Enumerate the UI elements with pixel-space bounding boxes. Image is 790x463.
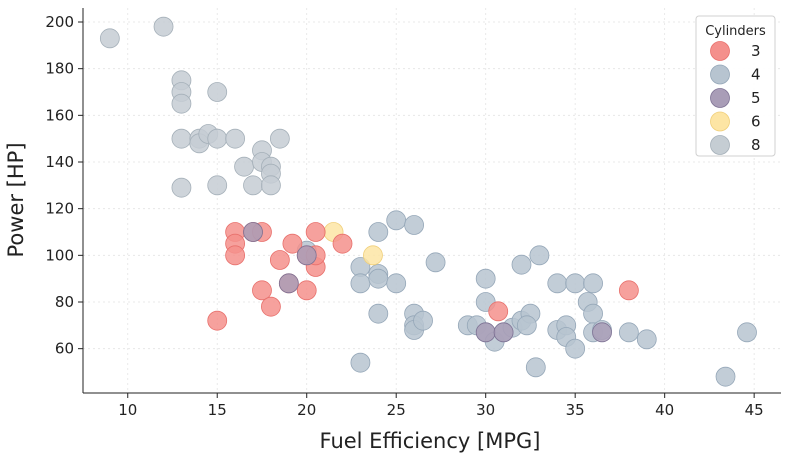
data-point-cyl-8 <box>234 156 254 177</box>
data-point-cyl-4 <box>368 222 389 242</box>
data-point-cyl-3 <box>261 296 281 317</box>
data-point-cyl-3 <box>332 233 353 254</box>
data-point-cyl-5 <box>475 322 496 343</box>
y-tick-label: 100 <box>45 246 74 264</box>
data-point-cyl-4 <box>529 245 550 266</box>
data-point-cyl-4 <box>715 366 736 387</box>
y-axis-label: Power [HP] <box>4 142 28 257</box>
y-tick-label: 140 <box>45 153 74 171</box>
data-point-cyl-3 <box>488 301 509 322</box>
data-point-cyl-8 <box>207 175 228 196</box>
x-tick-label: 20 <box>297 401 316 419</box>
data-point-cyl-4 <box>516 315 537 336</box>
data-point-cyl-4 <box>525 357 546 378</box>
data-point-cyl-6 <box>363 245 383 266</box>
data-point-cyl-8 <box>207 128 228 149</box>
y-tick-label: 120 <box>45 200 74 218</box>
data-point-cyl-4 <box>565 338 586 359</box>
data-point-cyl-4 <box>386 210 407 231</box>
data-point-cyl-8 <box>207 82 228 102</box>
data-point-cyl-8 <box>99 28 120 49</box>
data-point-cyl-3 <box>282 233 303 254</box>
data-point-cyl-3 <box>296 280 317 301</box>
data-point-cyl-4 <box>583 303 603 324</box>
data-point-cyl-3 <box>207 310 228 331</box>
data-point-cyl-8 <box>261 175 281 196</box>
data-point-cyl-4 <box>404 215 425 235</box>
data-point-cyl-5 <box>243 222 263 242</box>
x-tick-label: 15 <box>208 401 227 419</box>
data-point-cyl-8 <box>171 128 192 149</box>
x-tick-label: 35 <box>566 401 585 419</box>
legend-label-5: 5 <box>751 89 761 107</box>
data-point-cyl-3 <box>618 280 639 301</box>
data-point-cyl-4 <box>565 273 586 294</box>
data-point-cyl-4 <box>425 252 446 273</box>
legend-label-6: 6 <box>751 113 761 131</box>
y-tick-label: 180 <box>45 60 74 78</box>
y-tick-label: 60 <box>55 340 74 358</box>
data-point-cyl-4 <box>386 273 407 294</box>
data-point-cyl-4 <box>737 322 757 343</box>
y-tick-label: 160 <box>45 106 74 124</box>
legend-marker-3 <box>710 41 730 61</box>
data-point-cyl-4 <box>547 273 568 294</box>
data-point-cyl-3 <box>225 245 246 266</box>
data-point-cyl-3 <box>269 250 290 270</box>
data-point-cyl-4 <box>583 273 603 294</box>
data-point-cyl-8 <box>243 175 263 196</box>
data-point-cyl-8 <box>269 128 290 149</box>
y-tick-label: 80 <box>55 293 74 311</box>
x-axis-label: Fuel Efficiency [MPG] <box>320 429 541 453</box>
x-tick-label: 40 <box>655 401 674 419</box>
legend-label-8: 8 <box>751 136 761 154</box>
legend-label-3: 3 <box>751 42 761 60</box>
data-points <box>99 16 757 387</box>
x-tick-label: 30 <box>476 401 495 419</box>
data-point-cyl-4 <box>350 352 371 373</box>
data-point-cyl-5 <box>278 273 299 294</box>
legend-title: Cylinders <box>705 24 766 39</box>
y-tick-label: 200 <box>45 13 74 31</box>
data-point-cyl-4 <box>618 322 639 343</box>
x-tick-label: 10 <box>118 401 137 419</box>
legend-marker-6 <box>710 111 730 132</box>
axes <box>82 8 781 394</box>
legend: Cylinders 3 4 5 6 8 <box>695 15 776 157</box>
data-point-cyl-5 <box>592 322 612 343</box>
data-point-cyl-8 <box>171 177 192 198</box>
data-point-cyl-4 <box>636 329 657 350</box>
x-tick-label: 25 <box>387 401 406 419</box>
legend-label-4: 4 <box>751 66 761 84</box>
data-point-cyl-8 <box>153 16 174 37</box>
legend-marker-4 <box>710 64 730 85</box>
data-point-cyl-4 <box>413 310 433 331</box>
data-point-cyl-5 <box>493 322 514 343</box>
data-point-cyl-8 <box>225 128 246 149</box>
data-point-cyl-4 <box>511 254 532 275</box>
data-point-cyl-4 <box>350 273 371 294</box>
data-point-cyl-3 <box>252 280 272 301</box>
data-point-cyl-4 <box>368 268 389 289</box>
x-tick-label: 45 <box>745 401 764 419</box>
data-point-cyl-5 <box>296 245 317 266</box>
grid <box>83 8 781 393</box>
legend-marker-8 <box>710 135 730 155</box>
data-point-cyl-3 <box>305 222 326 242</box>
data-point-cyl-4 <box>475 268 496 289</box>
data-point-cyl-4 <box>368 303 389 324</box>
data-point-cyl-8 <box>171 93 192 114</box>
legend-marker-5 <box>710 88 730 108</box>
